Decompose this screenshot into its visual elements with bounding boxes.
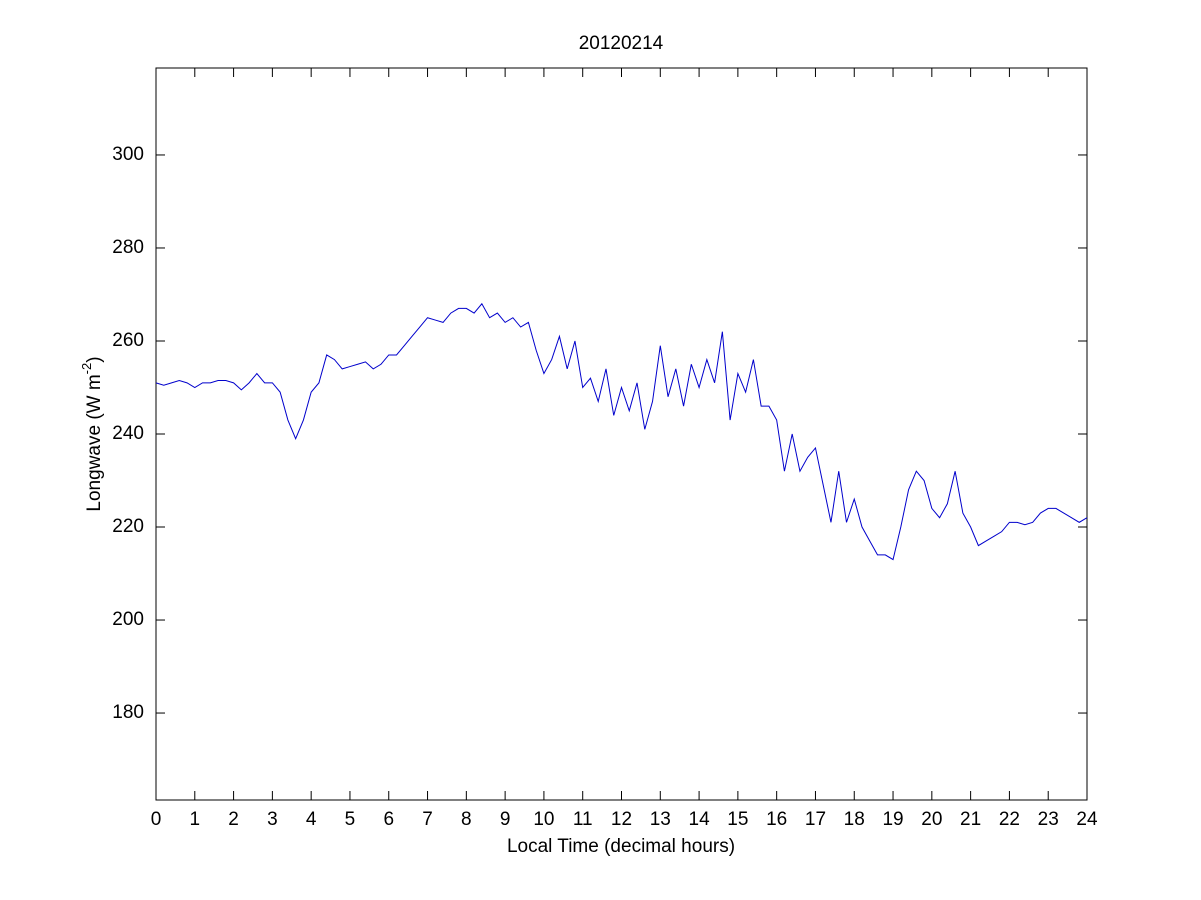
y-label-main: Longwave (W m — [84, 374, 105, 511]
y-label-sup: -2 — [79, 363, 94, 375]
x-tick-label: 8 — [461, 809, 472, 830]
x-tick-label: 14 — [689, 809, 711, 830]
y-label-end: ) — [84, 356, 105, 362]
x-tick-label: 22 — [999, 809, 1020, 830]
x-tick-label: 23 — [1038, 809, 1059, 830]
y-tick-label: 240 — [112, 423, 144, 444]
x-tick-label: 0 — [151, 809, 162, 830]
y-tick-label: 300 — [112, 144, 144, 165]
x-tick-label: 4 — [306, 809, 317, 830]
x-tick-label: 12 — [611, 809, 632, 830]
x-tick-label: 15 — [727, 809, 748, 830]
x-tick-label: 3 — [267, 809, 278, 830]
x-tick-label: 16 — [766, 809, 787, 830]
x-tick-label: 1 — [190, 809, 201, 830]
x-tick-label: 13 — [650, 809, 671, 830]
x-tick-label: 24 — [1076, 809, 1098, 830]
x-tick-label: 17 — [805, 809, 826, 830]
x-tick-label: 20 — [921, 809, 942, 830]
y-tick-label: 200 — [112, 609, 144, 630]
x-axis-label: Local Time (decimal hours) — [507, 836, 735, 857]
data-line — [155, 302, 1088, 561]
y-tick-label: 180 — [112, 702, 144, 723]
x-tick-label: 7 — [422, 809, 433, 830]
x-tick-label: 19 — [882, 809, 903, 830]
x-tick-label: 9 — [500, 809, 511, 830]
x-tick-label: 10 — [533, 809, 554, 830]
x-tick-label: 21 — [960, 809, 981, 830]
x-tick-label: 6 — [383, 809, 394, 830]
y-axis-label: Longwave (W m-2) — [79, 356, 105, 511]
x-tick-label: 18 — [844, 809, 865, 830]
y-tick-label: 220 — [112, 516, 144, 537]
y-tick-label: 260 — [112, 330, 144, 351]
x-tick-label: 5 — [345, 809, 356, 830]
x-tick-label: 2 — [228, 809, 239, 830]
y-tick-label: 280 — [112, 237, 144, 258]
chart-title: 20120214 — [579, 33, 664, 54]
x-tick-label: 11 — [573, 809, 593, 830]
